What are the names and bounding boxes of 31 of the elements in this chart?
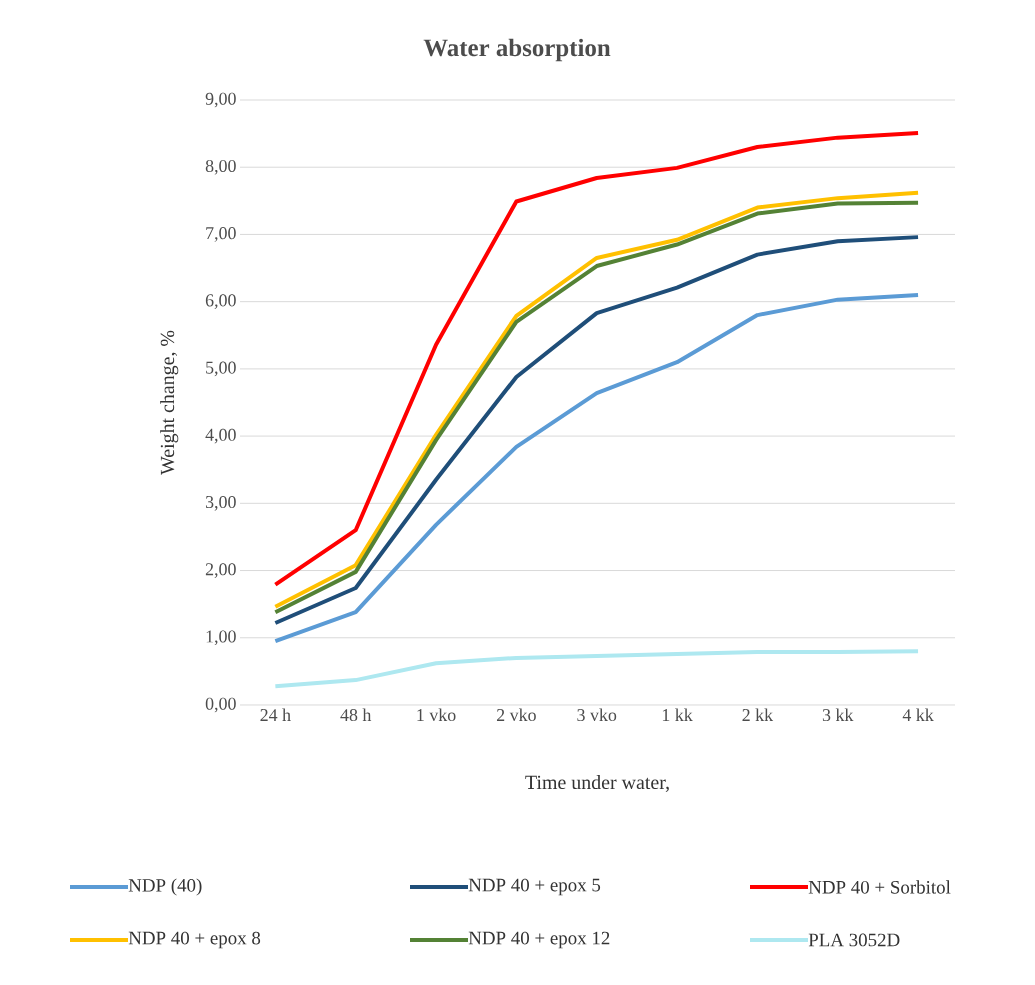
x-tick-label: 3 kk — [822, 708, 854, 722]
line-series — [273, 292, 921, 644]
y-tick-label: 8,00 — [205, 159, 236, 175]
legend-label: NDP 40 + epox 5 — [468, 878, 601, 896]
y-tick-label: 1,00 — [206, 630, 236, 646]
y-axis-title: Weight change, % — [160, 330, 179, 475]
legend-label: PLA 3052D — [808, 933, 900, 947]
y-tick-label: 9,00 — [205, 92, 236, 108]
line-series — [273, 649, 921, 689]
chart-title: Water absorption — [423, 38, 611, 62]
x-tick-label: 3 vko — [577, 708, 617, 722]
x-tick-label: 24 h — [260, 708, 291, 721]
legend-label: NDP 40 + epox 12 — [468, 931, 610, 949]
x-tick-label: 4 kk — [902, 708, 934, 721]
line-series — [273, 130, 921, 587]
legend-label: NDP 40 + epox 8 — [128, 931, 261, 949]
x-tick-label: 1 vko — [417, 708, 456, 722]
y-tick-label: 5,00 — [206, 361, 236, 377]
x-axis-title: Time under water, — [525, 775, 669, 792]
x-tick-label: 2 kk — [742, 708, 774, 721]
legend-label: NDP 40 + Sorbitol — [808, 880, 951, 894]
x-tick-label: 2 vko — [496, 708, 536, 722]
x-tick-label: 48 h — [340, 708, 372, 722]
x-tick-label: 1 kk — [662, 708, 693, 721]
y-tick-label: 2,00 — [205, 563, 236, 578]
y-tick-label: 7,00 — [206, 227, 236, 242]
legend-label: NDP (40) — [128, 878, 202, 896]
y-tick-label: 6,00 — [205, 294, 236, 310]
y-tick-label: 4,00 — [205, 428, 236, 444]
y-tick-label: 3,00 — [205, 495, 236, 511]
y-tick-label: 0,00 — [205, 697, 236, 713]
